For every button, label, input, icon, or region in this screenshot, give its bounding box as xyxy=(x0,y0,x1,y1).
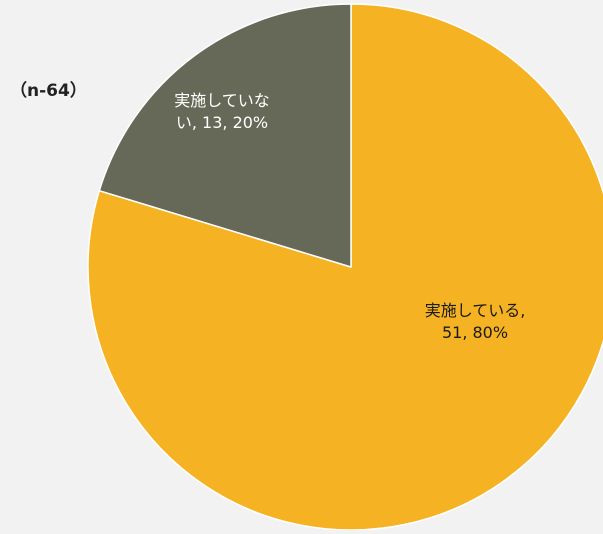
slice-label-not-implemented: 実施していな い, 13, 20% xyxy=(142,90,302,134)
pie-slice-implemented xyxy=(87,3,603,531)
pie-slice-not-implemented xyxy=(98,3,352,268)
slice-label-implemented-line2: 51, 80% xyxy=(441,323,509,342)
slice-label-implemented: 実施している, 51, 80% xyxy=(395,300,555,344)
sample-size-label: （n-64） xyxy=(10,81,87,101)
slice-label-not-implemented-line2: い, 13, 20% xyxy=(175,113,269,132)
slice-label-not-implemented-line1: 実施していな xyxy=(174,91,270,110)
slice-label-implemented-line1: 実施している, xyxy=(424,301,526,320)
